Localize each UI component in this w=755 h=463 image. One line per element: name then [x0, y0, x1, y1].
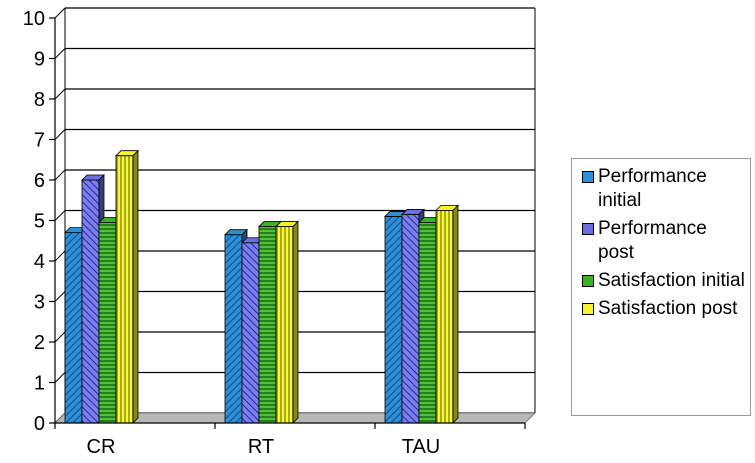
- legend-swatch: [582, 223, 594, 235]
- x-tick-label: TAU: [402, 436, 441, 458]
- legend-label: Satisfaction post: [598, 298, 738, 319]
- bar-side: [292, 220, 299, 424]
- y-tick-label: 10: [23, 8, 45, 30]
- legend-swatch: [582, 275, 594, 287]
- y-tick-label: 8: [34, 89, 45, 111]
- legend-item: Performance post: [582, 217, 746, 265]
- gridline-side: [54, 210, 66, 221]
- legend-swatch: [582, 171, 594, 183]
- gridline-side: [54, 250, 66, 262]
- x-tick-label: RT: [248, 436, 274, 458]
- y-tick-label: 5: [34, 211, 45, 233]
- gridline-side: [54, 48, 66, 59]
- y-tick-label: 0: [34, 413, 45, 435]
- bar-front: [401, 214, 420, 424]
- y-tick-label: 3: [34, 292, 45, 314]
- bar: [115, 149, 139, 424]
- legend-item: Satisfaction initial: [582, 269, 746, 293]
- bar: [435, 204, 459, 424]
- bar-front: [115, 155, 134, 424]
- chart-legend: Performance initial Performance post Satis…: [571, 158, 751, 416]
- bar: [275, 220, 299, 424]
- bar-front: [435, 209, 454, 424]
- legend-label: Performance post: [598, 218, 707, 263]
- legend-label: Performance initial: [598, 166, 707, 211]
- bar-side: [132, 149, 139, 424]
- gridline-side: [54, 331, 66, 343]
- x-tick-label: CR: [87, 436, 116, 458]
- bar-front: [224, 234, 243, 424]
- legend-swatch: [582, 303, 594, 315]
- y-tick-label: 4: [34, 251, 45, 273]
- y-tick-label: 9: [34, 49, 45, 71]
- bar-front: [98, 222, 117, 424]
- legend-label: Satisfaction initial: [598, 270, 745, 291]
- y-tick-label: 1: [34, 373, 45, 395]
- bar-front: [81, 179, 100, 424]
- bar-front: [258, 226, 277, 424]
- bar-side: [452, 204, 459, 424]
- gridline-side: [54, 7, 66, 19]
- gridline-side: [54, 88, 66, 100]
- y-tick-label: 7: [34, 130, 45, 152]
- y-tick-label: 2: [34, 332, 45, 354]
- legend-item: Satisfaction post: [582, 297, 746, 321]
- bar-front: [384, 216, 403, 424]
- bar-front: [275, 226, 294, 424]
- legend-item: Performance initial: [582, 165, 746, 213]
- y-tick-label: 6: [34, 170, 45, 192]
- gridline-side: [54, 372, 66, 383]
- bar-front: [418, 222, 437, 424]
- gridline-side: [54, 291, 66, 302]
- gridline-side: [54, 169, 66, 181]
- bar-front: [241, 242, 260, 424]
- gridline-side: [54, 129, 66, 140]
- bar-front: [64, 232, 83, 424]
